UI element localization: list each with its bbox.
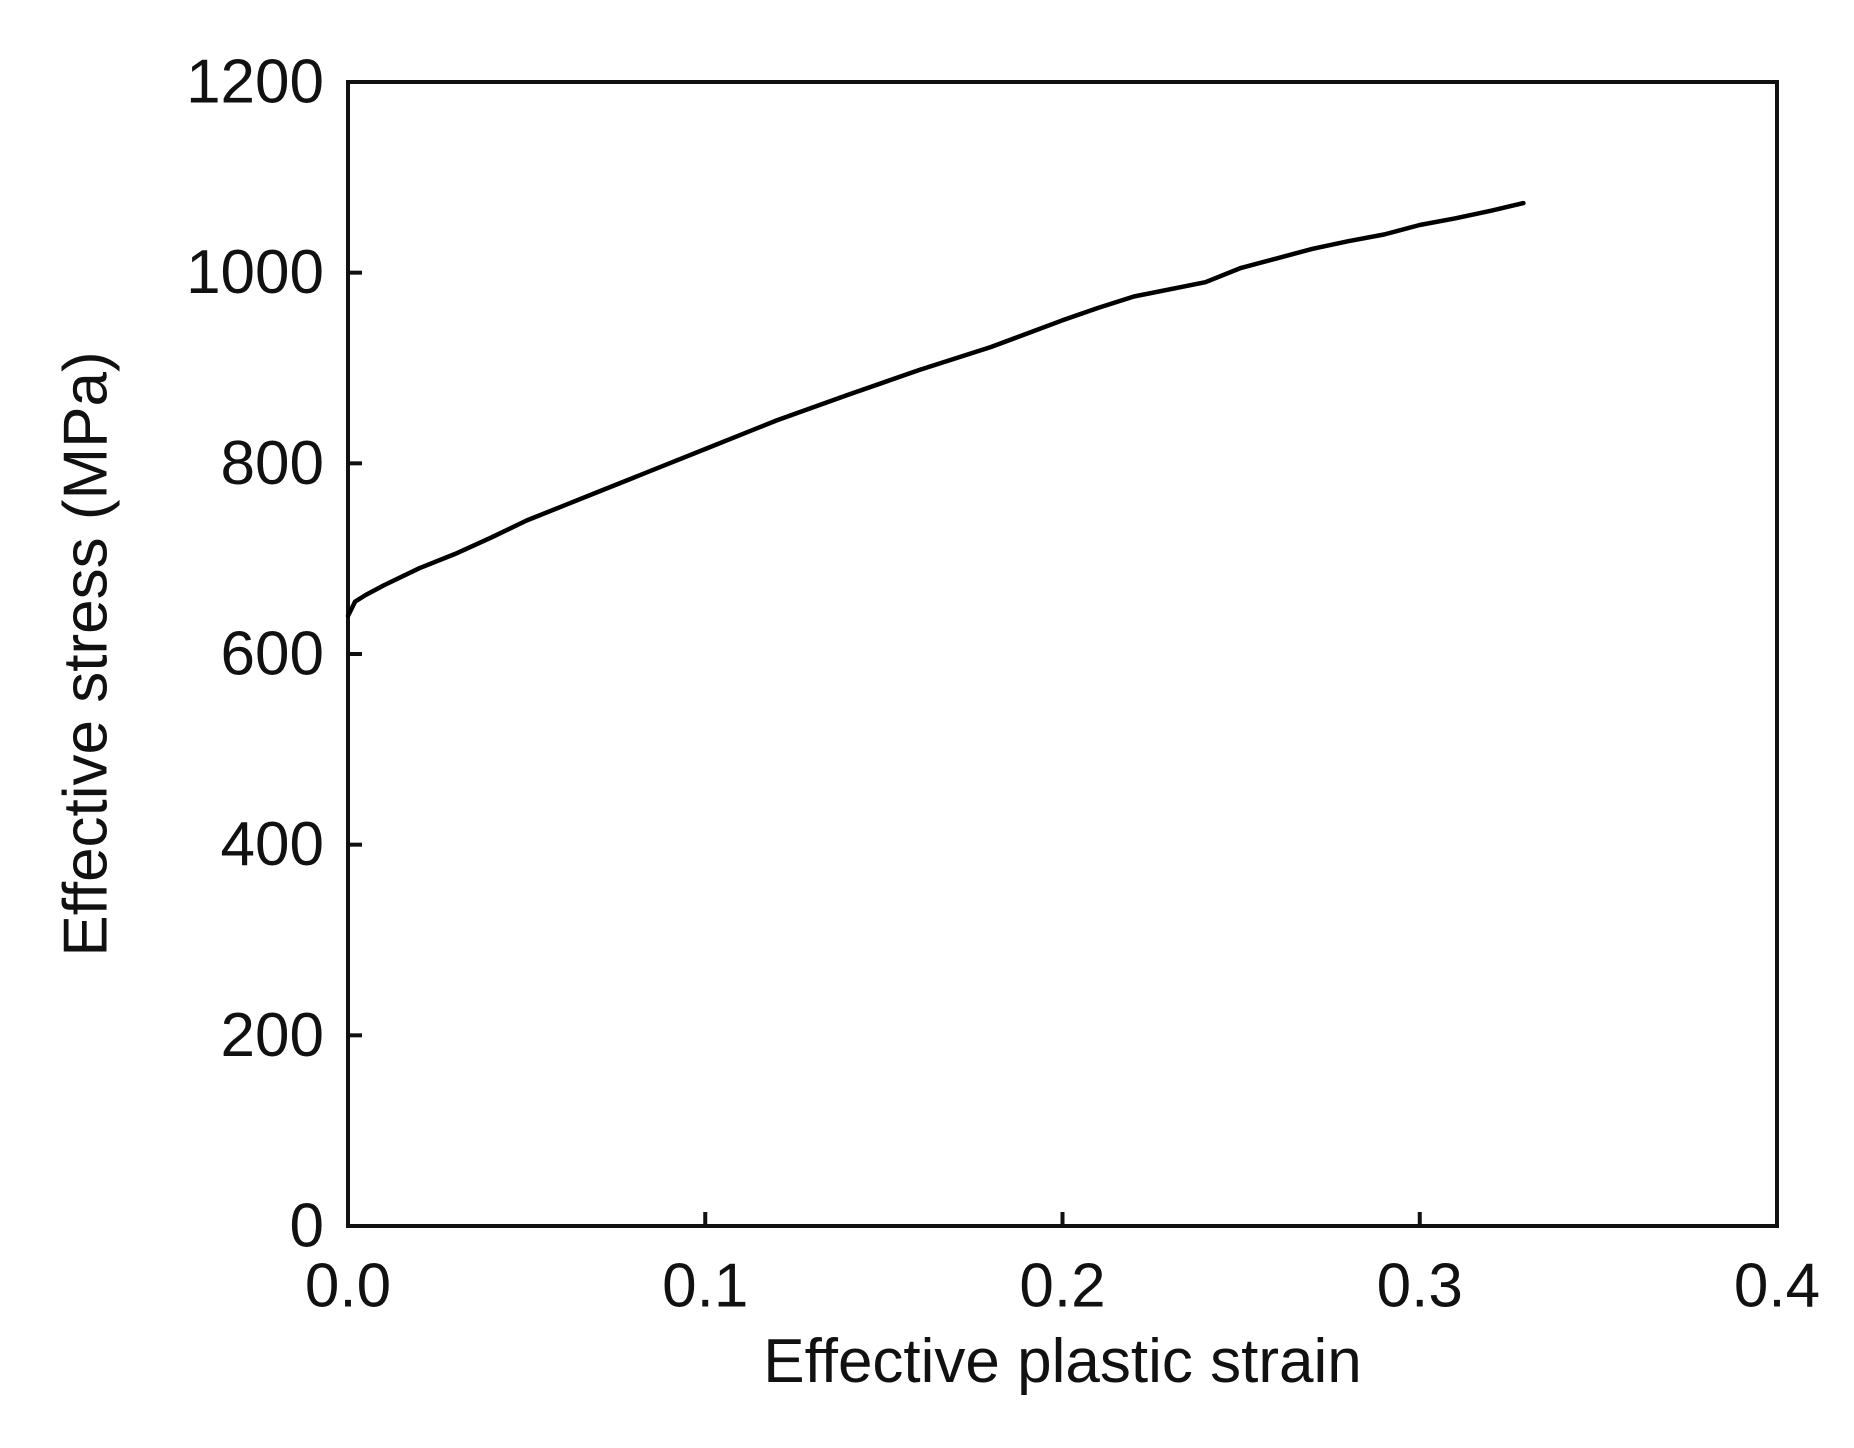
x-tick-label: 0.1	[662, 1252, 748, 1321]
y-tick-label: 400	[221, 810, 324, 879]
y-ticks-group: 0 200 400 600 800 1000 1200	[186, 48, 362, 1261]
y-tick-label: 600	[221, 620, 324, 689]
series-line-0	[345, 200, 1526, 619]
y-axis-title: Effective stress (MPa)	[52, 351, 121, 956]
x-tick-label: 0.0	[305, 1252, 391, 1321]
y-tick-label: 1200	[186, 48, 324, 117]
x-tick-label: 0.4	[1734, 1252, 1820, 1321]
x-tick-label: 0.3	[1377, 1252, 1463, 1321]
y-tick-label: 0	[290, 1192, 324, 1261]
plot-frame-group	[346, 80, 1779, 1228]
y-tick-label: 800	[221, 429, 324, 498]
plot-frame	[346, 80, 1779, 1228]
y-tick-label: 1000	[186, 238, 324, 307]
y-tick-label: 200	[221, 1001, 324, 1070]
x-ticks-group: 0.0 0.1 0.2 0.3 0.4	[305, 1212, 1820, 1321]
x-tick-label: 0.2	[1019, 1252, 1105, 1321]
x-axis-title: Effective plastic strain	[763, 1327, 1361, 1396]
series-group	[345, 200, 1526, 619]
